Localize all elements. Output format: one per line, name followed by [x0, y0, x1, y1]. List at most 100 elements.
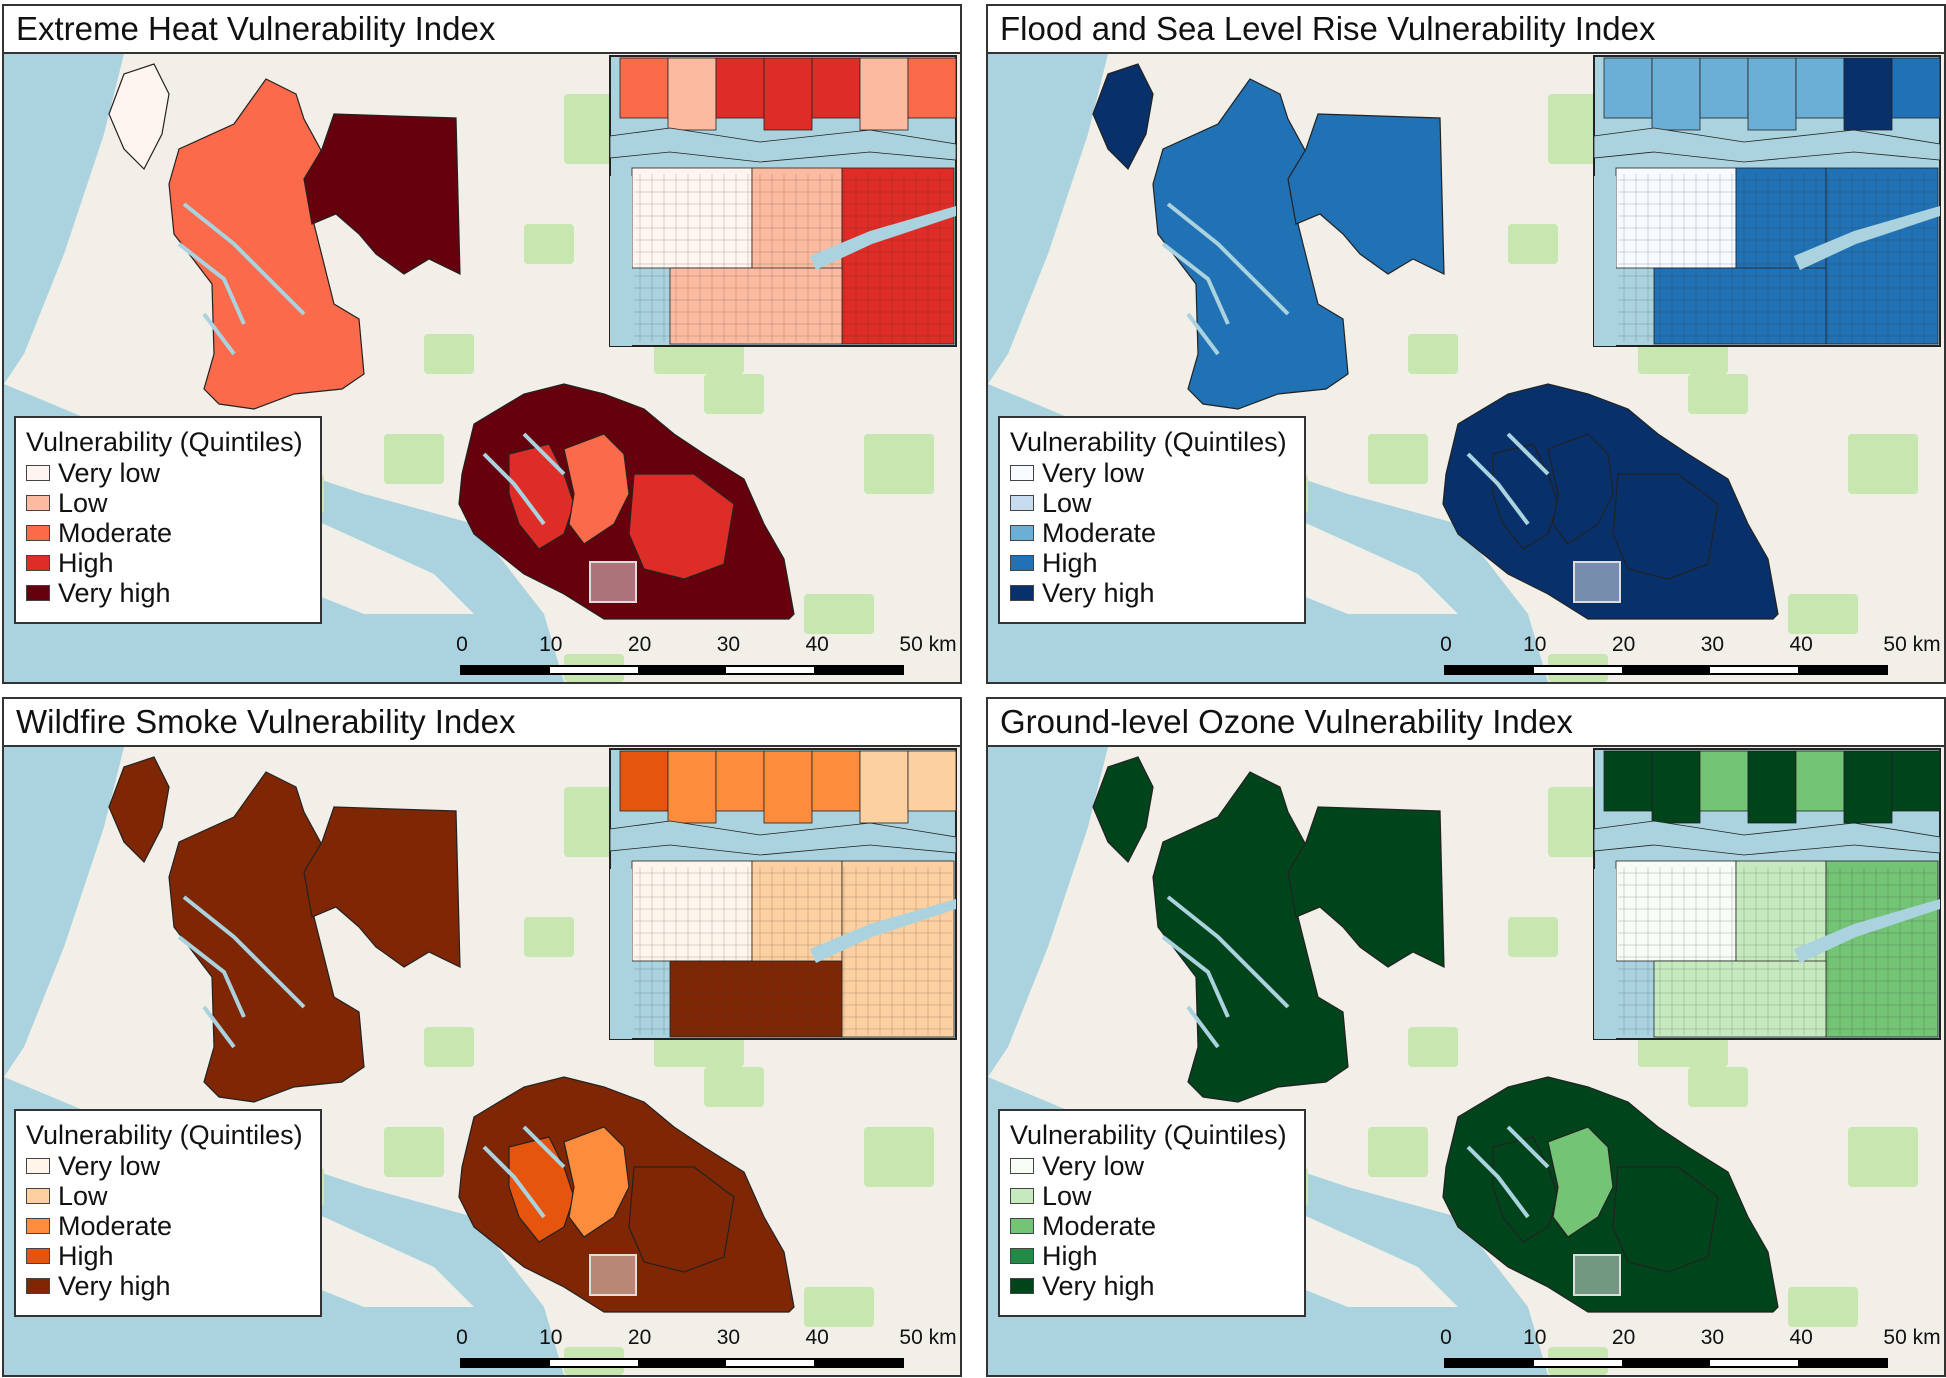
- inset-burrard-inlet: [609, 127, 957, 163]
- inset-top-region: [667, 57, 717, 131]
- forest-area: [1848, 434, 1918, 494]
- forest-area: [1688, 374, 1748, 414]
- legend-swatch: [26, 1218, 50, 1234]
- region-north-east: [303, 806, 461, 968]
- legend-swatch: [1010, 555, 1034, 571]
- scale-label: 50 km: [1883, 633, 1941, 656]
- scale-labels: 0 10 20 30 40 50 km: [454, 633, 956, 659]
- inset-top-region: [1603, 750, 1653, 812]
- legend-label: Moderate: [58, 517, 173, 548]
- region-north-east: [1287, 806, 1445, 968]
- map-canvas[interactable]: [988, 54, 1944, 682]
- inlet-water: [1506, 1125, 1550, 1169]
- scale-bar-graphic: [460, 665, 904, 675]
- scale-label: 40: [1789, 633, 1813, 656]
- legend-label: Low: [58, 487, 108, 518]
- forest-area: [1508, 224, 1558, 264]
- legend-title: Vulnerability (Quintiles): [26, 427, 303, 457]
- legend-swatch: [1010, 585, 1034, 601]
- legend-label: Very high: [1042, 1270, 1155, 1301]
- inset-top-region: [619, 57, 669, 119]
- inset-top-region: [667, 750, 717, 824]
- legend-item: Very high: [26, 578, 310, 608]
- inset-top-region: [811, 750, 861, 812]
- scale-label: 50 km: [899, 1326, 957, 1349]
- region-south-mid: [1547, 433, 1614, 545]
- inset-street-grid: [1618, 174, 1936, 342]
- legend-item: Moderate: [26, 518, 310, 548]
- scale-bar: 0 10 20 30 40 50 km: [1438, 1326, 1941, 1374]
- forest-area: [384, 434, 444, 484]
- scale-labels: 0 10 20 30 40 50 km: [1438, 1326, 1940, 1352]
- legend-label: High: [58, 1240, 114, 1271]
- region-south-east: [628, 473, 735, 580]
- inlet-water: [1166, 202, 1290, 316]
- legend-item: High: [26, 548, 310, 578]
- legend-item: Very high: [1010, 1271, 1294, 1301]
- region-north-east: [303, 113, 461, 275]
- inlet-water: [1161, 242, 1230, 325]
- region-south-east: [1612, 1166, 1719, 1273]
- forest-area: [864, 434, 934, 494]
- legend-label: Very low: [58, 1150, 161, 1181]
- legend-item: Moderate: [1010, 518, 1294, 548]
- scale-label: 10: [1523, 1326, 1547, 1349]
- legend-label: High: [1042, 1240, 1098, 1271]
- water-open-ocean: [988, 54, 1108, 384]
- forest-area: [1688, 1067, 1748, 1107]
- scale-label: 20: [627, 633, 652, 656]
- inlet-water: [1466, 452, 1530, 526]
- forest-area: [1848, 1127, 1918, 1187]
- inlet-water: [482, 452, 546, 526]
- inlet-water: [1506, 432, 1550, 476]
- legend-swatch: [26, 1158, 50, 1174]
- inset-top-region: [1843, 57, 1893, 131]
- forest-area: [424, 334, 474, 374]
- inset-strait-edge: [1594, 869, 1616, 1039]
- inset-top-region: [715, 750, 765, 812]
- inset-top-region: [1747, 750, 1797, 824]
- legend-swatch: [1010, 1158, 1034, 1174]
- legend-label: Very high: [1042, 577, 1155, 608]
- legend-item: Very low: [1010, 458, 1294, 488]
- inlet-water: [1166, 895, 1290, 1009]
- map-panel-extreme-heat: Extreme Heat Vulnerability Index Vulnera…: [2, 4, 962, 684]
- inset-east-region: [1825, 860, 1939, 1038]
- legend-item: High: [26, 1241, 310, 1271]
- inset-fraser-river: [1794, 899, 1940, 963]
- legend-label: High: [1042, 547, 1098, 578]
- inset-top-region: [1891, 750, 1941, 812]
- scale-segment: [550, 667, 638, 673]
- scale-bar-graphic: [460, 1358, 904, 1368]
- scale-bar: 0 10 20 30 40 50 km: [454, 1326, 957, 1374]
- legend-item: Very high: [26, 1271, 310, 1301]
- legend-label: Very low: [58, 457, 161, 488]
- forest-area: [1508, 917, 1558, 957]
- inset-extent-box: [1573, 1254, 1621, 1296]
- inlet-water: [1466, 1145, 1530, 1219]
- inset-top-region: [763, 57, 813, 131]
- inlet-water: [522, 1125, 566, 1169]
- inlet-water: [522, 432, 566, 476]
- inset-top-region: [619, 750, 669, 812]
- inset-street-grid: [634, 867, 952, 1035]
- scale-segment: [462, 667, 550, 673]
- legend-item: Very low: [26, 458, 310, 488]
- inset-burrard-inlet: [1593, 127, 1941, 163]
- forest-area: [704, 1067, 764, 1107]
- forest-area: [1368, 434, 1428, 484]
- inset-top-region: [715, 57, 765, 119]
- forest-area: [524, 917, 574, 957]
- inlet-water: [182, 202, 306, 316]
- scale-label: 40: [1789, 1326, 1813, 1349]
- legend-item: Very low: [1010, 1151, 1294, 1181]
- inset-map: [609, 748, 957, 1040]
- inset-top-region: [907, 57, 957, 119]
- inset-top-region: [1795, 750, 1845, 812]
- legend-title: Vulnerability (Quintiles): [1010, 1120, 1287, 1150]
- panel-title: Extreme Heat Vulnerability Index: [4, 6, 960, 54]
- scale-bar-graphic: [1444, 1358, 1888, 1368]
- scale-label: 10: [539, 633, 563, 656]
- legend-item: Low: [1010, 1181, 1294, 1211]
- forest-area: [804, 594, 874, 634]
